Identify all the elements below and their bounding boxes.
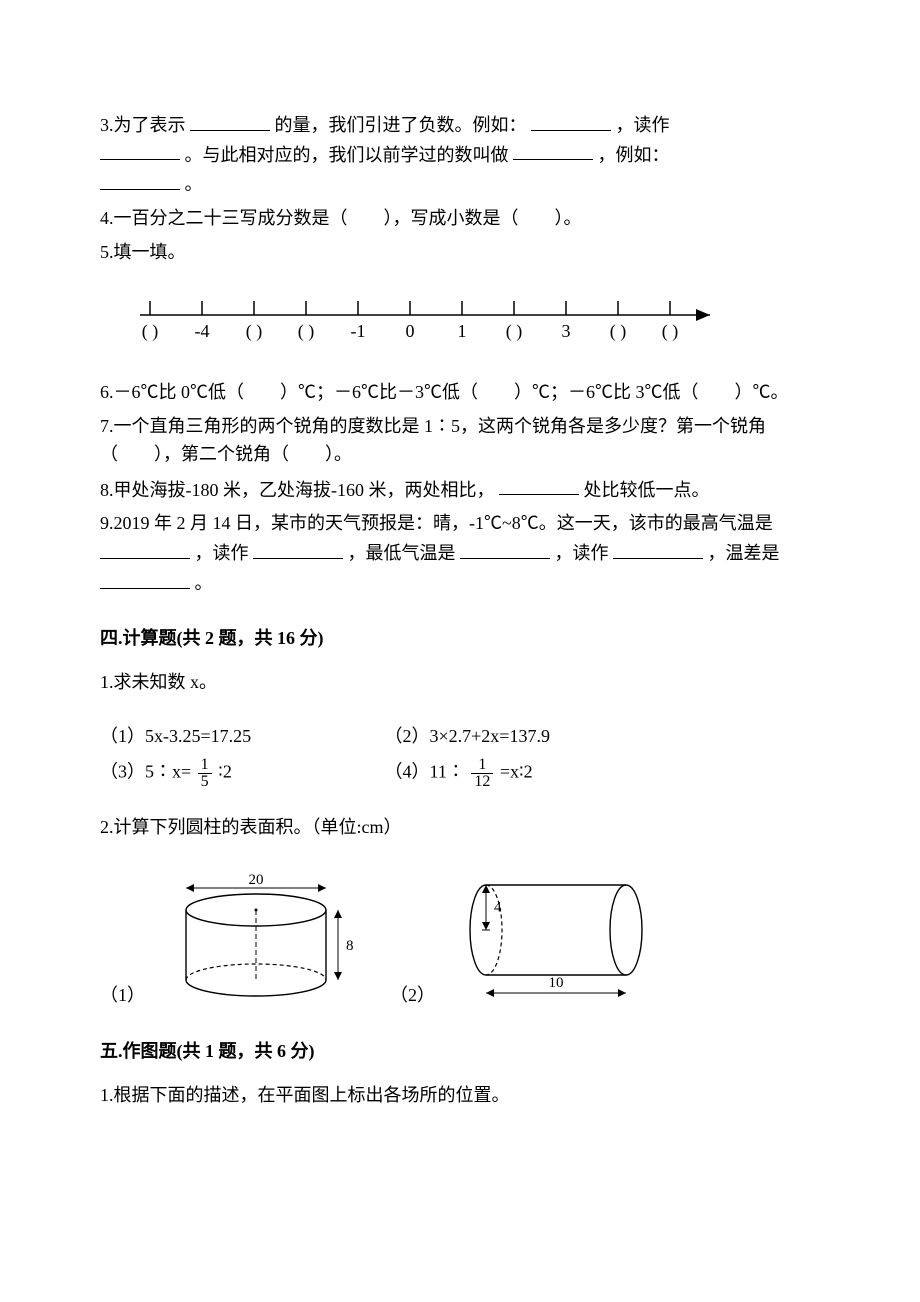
blank <box>613 538 703 559</box>
eq3: （3）5∶x= 1 5 ∶2 <box>100 757 380 790</box>
question-9: 9.2019 年 2 月 14 日，某市的天气预报是：晴，-1℃~8℃。这一天，… <box>100 510 820 597</box>
question-4: 4.一百分之二十三写成分数是（ ），写成小数是（ ）。 <box>100 205 820 233</box>
blank <box>460 538 550 559</box>
q3-t1: 3.为了表示 <box>100 115 186 135</box>
sec4-q2: 2.计算下列圆柱的表面积。（单位:cm） <box>100 814 820 842</box>
svg-text:( ): ( ) <box>662 321 679 342</box>
blank <box>513 140 593 161</box>
question-7: 7.一个直角三角形的两个锐角的度数比是 1∶5，这两个锐角各是多少度？第一个锐角… <box>100 413 820 469</box>
svg-text:10: 10 <box>548 975 563 991</box>
blank <box>100 169 180 190</box>
eq4: （4）11∶ 1 12 =x∶2 <box>385 757 665 790</box>
eq2: （2）3×2.7+2x=137.9 <box>385 723 665 751</box>
q3-t3: ，读作 <box>616 115 670 135</box>
denom: 5 <box>198 774 212 790</box>
svg-text:-1: -1 <box>351 321 366 341</box>
q8-a: 8.甲处海拔-180 米，乙处海拔-160 米，两处相比， <box>100 479 495 499</box>
blank <box>531 110 611 131</box>
svg-text:( ): ( ) <box>610 321 627 342</box>
svg-text:8: 8 <box>346 938 354 954</box>
page-content: 3.为了表示 的量，我们引进了负数。例如： ，读作 。与此相对应的，我们以前学过… <box>0 0 920 1176</box>
number-line-svg: ( ) -4 ( ) ( ) -1 0 1 ( ) 3 ( ) ( ) <box>120 285 760 355</box>
q8-b: 处比较低一点。 <box>584 479 710 499</box>
denom: 12 <box>471 774 493 790</box>
q5-title: 5.填一填。 <box>100 242 186 262</box>
blank <box>499 475 579 496</box>
eq4-a: （4）11∶ <box>385 762 470 782</box>
cylinder-figures: （1） 20 8 （2） 4 10 <box>100 860 820 1010</box>
blank <box>100 140 180 161</box>
number-line: ( ) -4 ( ) ( ) -1 0 1 ( ) 3 ( ) ( ) <box>120 285 820 355</box>
blank <box>190 110 270 131</box>
svg-text:3: 3 <box>562 321 571 341</box>
equation-row-2: （3）5∶x= 1 5 ∶2 （4）11∶ 1 12 =x∶2 <box>100 757 820 790</box>
q3-t5: ，例如： <box>598 144 670 164</box>
numer: 1 <box>471 757 493 774</box>
svg-text:( ): ( ) <box>142 321 159 342</box>
eq3-a: （3）5∶x= <box>100 762 191 782</box>
cylinder-1-svg: 20 8 <box>156 870 356 1010</box>
q9-b: ，读作 <box>195 543 249 563</box>
svg-text:( ): ( ) <box>506 321 523 342</box>
svg-text:20: 20 <box>248 872 263 888</box>
question-8: 8.甲处海拔-180 米，乙处海拔-160 米，两处相比， 处比较低一点。 <box>100 475 820 505</box>
svg-text:1: 1 <box>458 321 467 341</box>
cyl1-label: （1） <box>100 982 145 1010</box>
svg-text:0: 0 <box>406 321 415 341</box>
eq4-b: =x∶2 <box>500 762 533 782</box>
blank <box>100 568 190 589</box>
q9-e: ，温差是 <box>708 543 780 563</box>
q9-c: ，最低气温是 <box>348 543 456 563</box>
q9-f: 。 <box>195 573 213 593</box>
q9-a: 9.2019 年 2 月 14 日，某市的天气预报是：晴，-1℃~8℃。这一天，… <box>100 513 773 533</box>
q9-d: ，读作 <box>555 543 609 563</box>
section-5-title: 五.作图题(共 1 题，共 6 分) <box>100 1038 820 1066</box>
eq3-b: ∶2 <box>218 762 232 782</box>
numer: 1 <box>198 757 212 774</box>
fraction-icon: 1 12 <box>471 757 493 790</box>
svg-text:-4: -4 <box>195 321 210 341</box>
section-4-title: 四.计算题(共 2 题，共 16 分) <box>100 625 820 653</box>
eq1: （1）5x-3.25=17.25 <box>100 723 380 751</box>
fraction-icon: 1 5 <box>198 757 212 790</box>
sec4-q1: 1.求未知数 x。 <box>100 669 820 697</box>
question-5: 5.填一填。 ( ) -4 ( ) ( ) -1 0 1 ( ) 3 ( ) ( ) <box>100 239 820 355</box>
equation-row-1: （1）5x-3.25=17.25 （2）3×2.7+2x=137.9 <box>100 723 820 751</box>
svg-text:( ): ( ) <box>298 321 315 342</box>
q3-t4: 。与此相对应的，我们以前学过的数叫做 <box>185 144 509 164</box>
question-6: 6.－6℃比 0℃低（ ）℃；－6℃比－3℃低（ ）℃；－6℃比 3℃低（ ）℃… <box>100 379 820 407</box>
cylinder-1: 20 8 <box>156 870 356 1010</box>
sec5-q1: 1.根据下面的描述，在平面图上标出各场所的位置。 <box>100 1082 820 1110</box>
blank <box>100 538 190 559</box>
blank <box>253 538 343 559</box>
svg-text:4: 4 <box>494 900 502 916</box>
question-3: 3.为了表示 的量，我们引进了负数。例如： ，读作 。与此相对应的，我们以前学过… <box>100 110 820 199</box>
svg-text:( ): ( ) <box>246 321 263 342</box>
cylinder-2: 4 10 <box>446 860 666 1010</box>
q3-t6: 。 <box>185 174 203 194</box>
cyl2-label: （2） <box>390 982 435 1010</box>
q3-t2: 的量，我们引进了负数。例如： <box>275 115 527 135</box>
cylinder-2-svg: 4 10 <box>446 860 666 1010</box>
